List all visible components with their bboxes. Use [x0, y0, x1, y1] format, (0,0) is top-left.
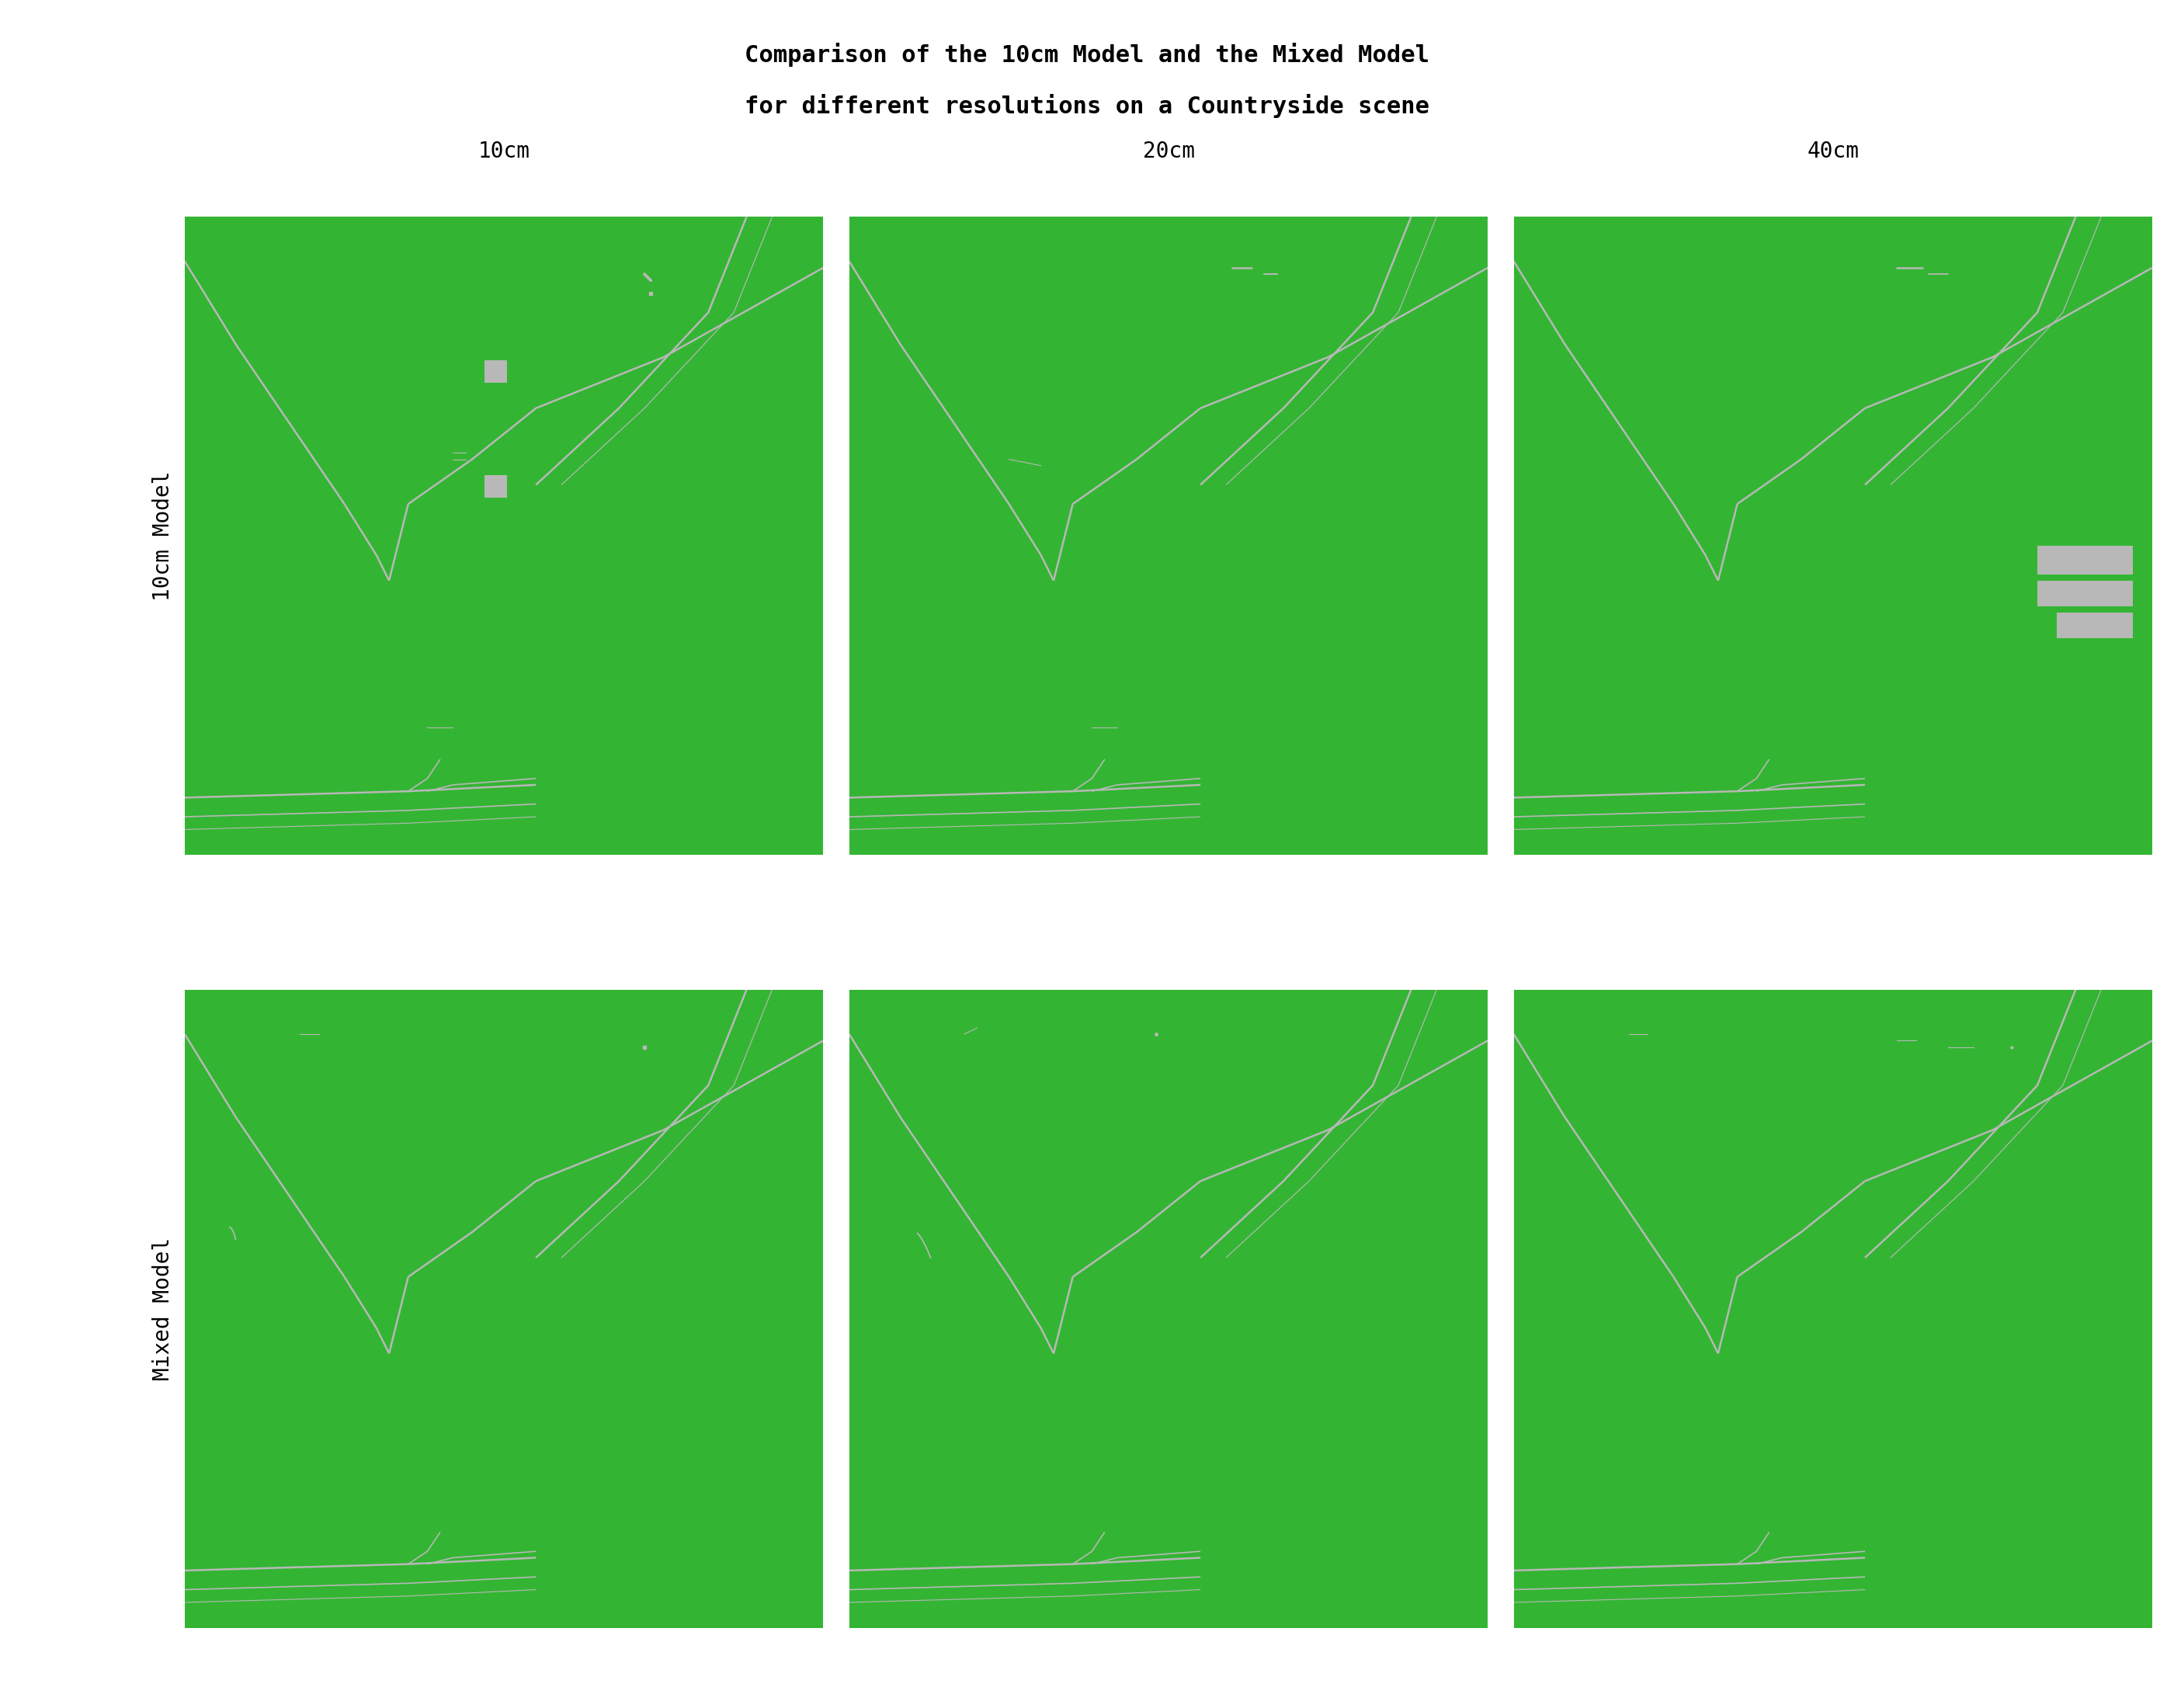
- Text: 10cm: 10cm: [478, 140, 530, 162]
- Text: 20cm: 20cm: [1144, 140, 1194, 162]
- Bar: [2037, 581, 2133, 606]
- Text: for different resolutions on a Countryside scene: for different resolutions on a Countrysi…: [744, 94, 1430, 118]
- Bar: [485, 360, 507, 383]
- Text: 40cm: 40cm: [1807, 140, 1859, 162]
- Text: Mixed Model: Mixed Model: [152, 1237, 174, 1380]
- Bar: [2057, 613, 2133, 639]
- Text: 10cm Model: 10cm Model: [152, 471, 174, 601]
- Text: Comparison of the 10cm Model and the Mixed Model: Comparison of the 10cm Model and the Mix…: [744, 43, 1430, 67]
- Bar: [2037, 545, 2133, 574]
- Bar: [485, 475, 507, 497]
